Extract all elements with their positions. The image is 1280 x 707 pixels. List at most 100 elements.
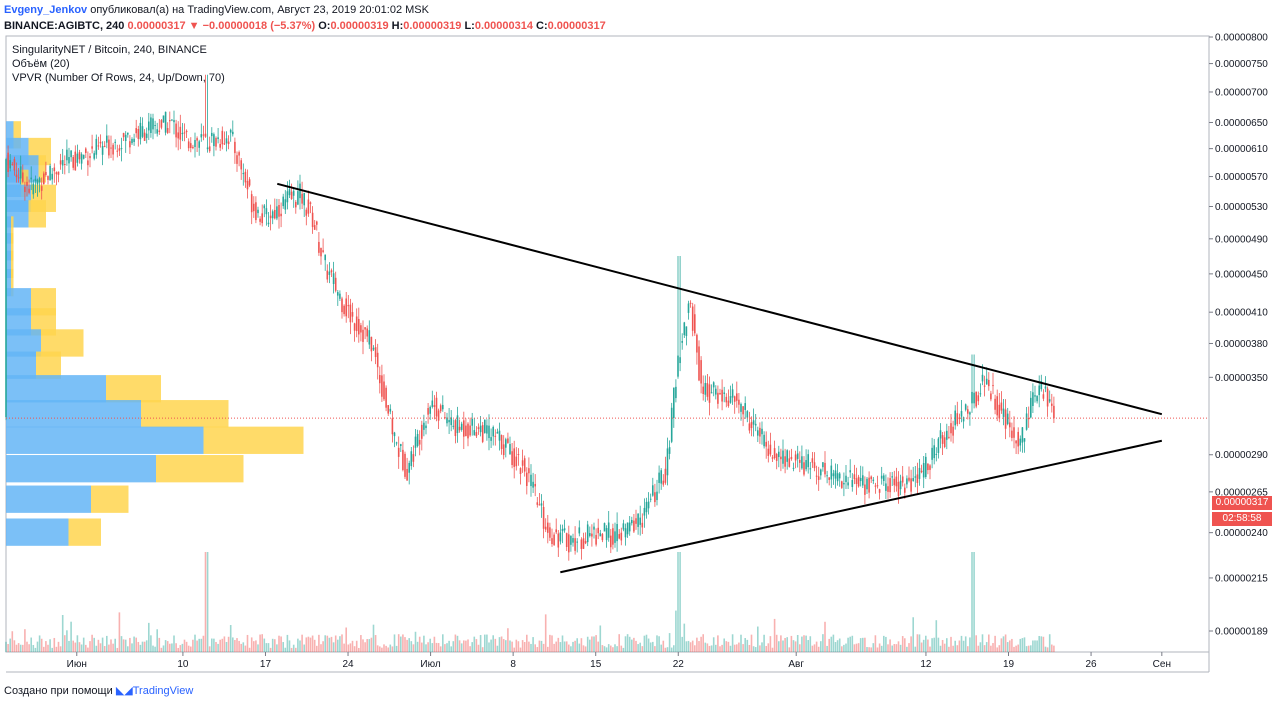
volume-bar: [1030, 645, 1032, 652]
volume-bar: [108, 644, 110, 652]
candle-body: [116, 150, 119, 152]
volume-bar: [1038, 635, 1040, 652]
candle-body: [799, 459, 801, 463]
volume-bar: [822, 634, 824, 652]
volume-bar: [166, 641, 169, 652]
candle-body: [131, 139, 133, 144]
candle-body: [803, 462, 805, 475]
volume-bar: [362, 639, 364, 652]
candle-body: [523, 458, 526, 472]
volume-bar: [832, 634, 835, 652]
volume-bar: [154, 646, 156, 652]
volume-bar: [471, 642, 473, 652]
volume-bar: [479, 635, 482, 652]
volume-bar: [13, 640, 16, 652]
volume-bar: [190, 646, 192, 652]
volume-bar: [322, 641, 324, 652]
candle-body: [853, 474, 856, 480]
volume-bar: [981, 634, 984, 652]
volume-bar: [51, 647, 53, 652]
author-link[interactable]: Evgeny_Jenkov: [4, 4, 88, 16]
candle-body: [185, 130, 188, 133]
volume-bar: [689, 642, 692, 652]
high-label: H:: [391, 20, 404, 32]
tradingview-logo-icon[interactable]: ◣◢: [115, 685, 133, 697]
candle-body: [307, 199, 310, 214]
candle-body: [910, 478, 912, 492]
candle-body: [408, 462, 410, 473]
candle-body: [948, 436, 950, 438]
volume-bar: [967, 646, 969, 652]
candle-body: [780, 456, 782, 460]
volume-bar: [376, 645, 379, 652]
vpvr-down-bar: [28, 200, 46, 228]
volume-bar: [1053, 645, 1055, 652]
candle-body: [538, 504, 541, 506]
candle-body: [183, 132, 186, 134]
candle-body: [832, 473, 835, 477]
volume-bar: [45, 641, 47, 652]
candle-body: [807, 454, 809, 468]
candle-body: [610, 535, 612, 548]
volume-bar: [540, 640, 543, 652]
y-tick-label: 0.00000490: [1215, 234, 1268, 245]
candle-body: [91, 146, 93, 149]
volume-bar: [723, 638, 725, 652]
volume-bar: [221, 638, 224, 652]
candle-body: [381, 375, 383, 397]
volume-bar: [757, 626, 759, 652]
volume-bar: [38, 635, 41, 652]
volume-bar: [738, 642, 740, 652]
candle-body: [612, 528, 614, 545]
volume-bar: [603, 646, 606, 652]
volume-bar: [255, 640, 257, 652]
candle-body: [164, 111, 167, 133]
candle-body: [87, 160, 89, 166]
candle-body: [397, 447, 400, 457]
volume-bar: [868, 647, 870, 652]
volume-bar: [179, 645, 182, 652]
volume-bar: [400, 636, 402, 652]
volume-bar: [899, 644, 902, 652]
volume-bar: [983, 645, 986, 652]
volume-bar: [652, 641, 654, 652]
candle-body: [920, 470, 923, 473]
candle-body: [299, 183, 301, 199]
volume-bar: [213, 638, 215, 652]
candle-body: [946, 430, 948, 440]
volume-bar: [372, 624, 375, 652]
volume-bar: [152, 645, 154, 652]
volume-bar: [332, 642, 335, 652]
volume-bar: [1040, 636, 1043, 652]
candle-body: [822, 462, 824, 468]
candle-body: [194, 140, 196, 148]
candle-body: [454, 420, 457, 437]
candle-body: [492, 426, 494, 437]
volume-bar: [971, 552, 973, 652]
candle-body: [500, 435, 503, 449]
candle-body: [22, 172, 24, 182]
volume-bar: [160, 647, 163, 652]
footer-brand[interactable]: TradingView: [132, 685, 194, 697]
volume-bar: [381, 647, 383, 652]
volume-bar: [7, 644, 9, 652]
candle-body: [145, 133, 148, 138]
vpvr-up-bar: [6, 268, 11, 297]
candle-body: [723, 392, 725, 394]
candle-body: [376, 352, 379, 368]
volume-bar: [960, 635, 963, 652]
volume-bar: [664, 647, 667, 652]
candle-body: [883, 475, 885, 482]
candle-body: [700, 360, 702, 384]
trendline: [277, 182, 1163, 416]
candle-body: [215, 137, 217, 147]
candle-body: [528, 468, 530, 474]
candle-body: [549, 527, 551, 538]
candle-body: [605, 528, 608, 541]
volume-bar: [1032, 640, 1034, 652]
candle-body: [74, 151, 77, 171]
candle-body: [1015, 440, 1017, 444]
candle-body: [232, 131, 234, 135]
y-tick-label: 0.00000570: [1215, 172, 1268, 183]
